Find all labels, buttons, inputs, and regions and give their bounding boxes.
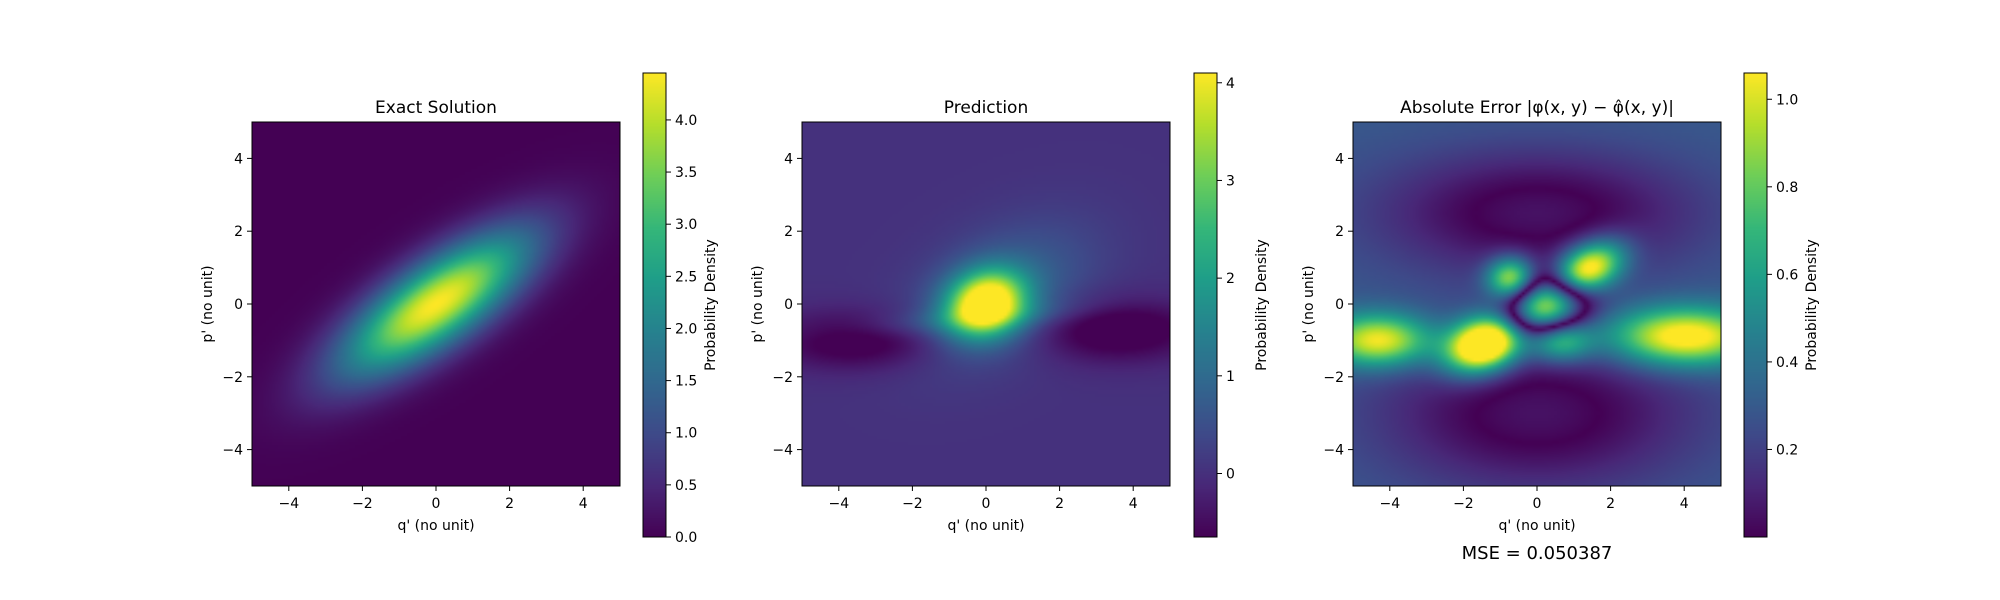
x-tick-label: −4 <box>1379 496 1400 512</box>
colorbar-tick-label: 1.0 <box>675 426 697 442</box>
colorbar-gradient <box>643 73 666 537</box>
colorbar-tick-label: 2.5 <box>675 269 697 285</box>
colorbar-tick-label: 0.2 <box>1776 442 1798 458</box>
y-tick-label: −2 <box>222 370 243 386</box>
colorbar-tick-label: 4 <box>1226 76 1235 92</box>
y-tick-label: −4 <box>1323 443 1344 459</box>
x-tick-label: 0 <box>982 496 991 512</box>
y-axis-label: p' (no unit) <box>1301 265 1317 342</box>
y-tick-label: 0 <box>1335 297 1344 313</box>
y-tick-label: 4 <box>234 151 243 167</box>
colorbar-tick-label: 0.5 <box>675 478 697 494</box>
y-tick-label: 2 <box>784 224 793 240</box>
heatmap-image <box>1353 122 1721 486</box>
colorbar-gradient <box>1194 73 1217 537</box>
colorbar-tick-label: 1.0 <box>1776 92 1798 108</box>
x-tick-label: 4 <box>1680 496 1689 512</box>
x-tick-label: 2 <box>505 496 514 512</box>
colorbar-tick-label: 0.4 <box>1776 355 1798 371</box>
x-tick-label: −2 <box>1453 496 1474 512</box>
y-tick-label: −2 <box>1323 370 1344 386</box>
heatmap-image <box>802 122 1170 486</box>
panel-prediction: −4 −2 0 2 4 −4 −2 0 2 4 Prediction q' (no unit) p' (… <box>750 72 1270 538</box>
colorbar-tick-label: 0.6 <box>1776 267 1798 283</box>
x-tick-label: −2 <box>352 496 373 512</box>
x-axis-label: q' (no unit) <box>947 518 1024 534</box>
colorbar-tick-label: 0.8 <box>1776 180 1798 196</box>
y-tick-label: 0 <box>784 297 793 313</box>
colorbar-tick-label: 2 <box>1226 271 1235 287</box>
colorbar-tick-label: 3 <box>1226 173 1235 189</box>
chart-title: Absolute Error |φ(x, y) − φ̂(x, y)| <box>1400 98 1674 118</box>
y-tick-label: −4 <box>772 443 793 459</box>
x-tick-label: 2 <box>1606 496 1615 512</box>
x-tick-label: 2 <box>1055 496 1064 512</box>
colorbar-tick-label: 0.0 <box>675 530 697 546</box>
y-axis-label: p' (no unit) <box>200 265 216 342</box>
mse-annotation: MSE = 0.050387 <box>1462 543 1613 564</box>
colorbar-tick-label: 0 <box>1226 467 1235 483</box>
colorbar-tick-label: 3.5 <box>675 165 697 181</box>
y-tick-label: 2 <box>234 224 243 240</box>
colorbar-frame <box>1193 72 1218 538</box>
y-tick-label: −2 <box>772 370 793 386</box>
chart-title: Prediction <box>944 98 1028 118</box>
panel-exact-solution: −4 −2 0 2 4 −4 −2 0 2 4 Exact Solution q' (no unit)… <box>200 72 719 546</box>
x-tick-label: 0 <box>1533 496 1542 512</box>
colorbar-tick-label: 3.0 <box>675 217 697 233</box>
colorbar-frame <box>1743 72 1768 538</box>
x-axis-label: q' (no unit) <box>397 518 474 534</box>
x-tick-label: 4 <box>579 496 588 512</box>
colorbar-tick-label: 1 <box>1226 369 1235 385</box>
colorbar-gradient <box>1744 73 1767 537</box>
colorbar-tick-label: 2.0 <box>675 321 697 337</box>
x-axis-label: q' (no unit) <box>1498 518 1575 534</box>
x-tick-label: −4 <box>278 496 299 512</box>
colorbar-tick-label: 1.5 <box>675 374 697 390</box>
colorbar-frame <box>642 72 667 538</box>
colorbar-label: Probability Density <box>1254 239 1270 371</box>
y-tick-label: 0 <box>234 297 243 313</box>
x-tick-label: 0 <box>432 496 441 512</box>
y-tick-label: −4 <box>222 443 243 459</box>
y-tick-label: 4 <box>1335 151 1344 167</box>
heatmap-image <box>252 122 620 486</box>
x-tick-label: −2 <box>902 496 923 512</box>
colorbar-tick-label: 4.0 <box>675 113 697 129</box>
x-tick-label: 4 <box>1129 496 1138 512</box>
chart-title: Exact Solution <box>375 98 497 118</box>
colorbar-label: Probability Density <box>703 239 719 371</box>
x-tick-label: −4 <box>828 496 849 512</box>
y-tick-label: 2 <box>1335 224 1344 240</box>
colorbar-label: Probability Density <box>1804 239 1820 371</box>
y-tick-label: 4 <box>784 151 793 167</box>
panel-absolute-error: −4 −2 0 2 4 −4 −2 0 2 4 Absolute Error |φ(x, y) − … <box>1301 72 1820 564</box>
y-axis-label: p' (no unit) <box>750 265 766 342</box>
